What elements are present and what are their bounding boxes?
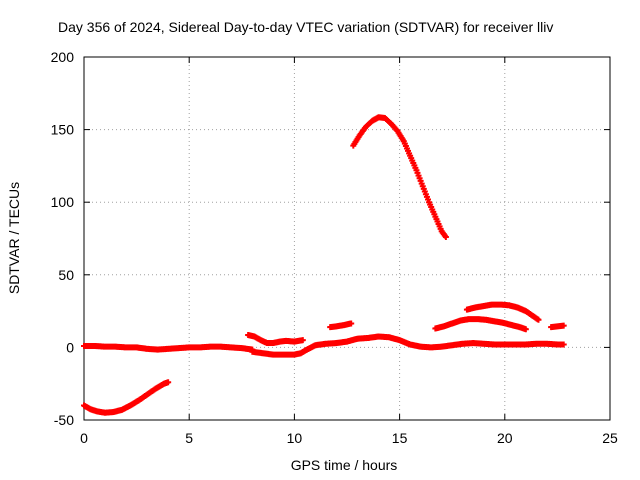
y-tick-label: 0	[66, 339, 74, 355]
data-point-markers	[249, 333, 567, 358]
y-tick-label: 200	[51, 49, 75, 65]
series-seg-tail-22	[548, 322, 567, 331]
x-tick-label: 15	[392, 430, 408, 446]
data-point-markers	[327, 320, 355, 331]
y-tick-label: 150	[51, 122, 75, 138]
series-seg-bump-12	[327, 320, 355, 331]
series-seg-neg-dip	[81, 379, 172, 416]
tick-labels: 0 5 10 15 20 25 -50 0 50 100 150 200	[51, 49, 618, 446]
x-tick-label: 10	[287, 430, 303, 446]
grid-lines	[84, 57, 610, 420]
data-point-markers	[548, 322, 567, 331]
chart-title: Day 356 of 2024, Sidereal Day-to-day VTE…	[58, 19, 553, 35]
plot-frame	[83, 56, 611, 421]
x-tick-label: 25	[602, 430, 618, 446]
x-axis-label: GPS time / hours	[291, 457, 398, 473]
data-point-markers	[432, 316, 529, 333]
series-seg-arch-20	[463, 301, 542, 323]
data-series	[81, 114, 567, 416]
data-point-markers	[81, 342, 256, 353]
y-tick-label: 100	[51, 194, 75, 210]
y-axis-label: SDTVAR / TECUs	[6, 182, 22, 294]
data-point-markers	[81, 379, 172, 416]
series-seg-low-dip	[249, 333, 567, 358]
x-tick-label: 20	[497, 430, 513, 446]
x-tick-label: 5	[185, 430, 193, 446]
x-tick-label: 0	[80, 430, 88, 446]
y-tick-label: -50	[54, 412, 74, 428]
data-point-markers	[350, 114, 449, 241]
y-tick-label: 50	[58, 267, 74, 283]
series-seg-arch-19	[432, 316, 529, 333]
series-seg-baseline-a	[81, 342, 256, 353]
series-seg-bump-8	[245, 332, 306, 347]
series-seg-peak-14	[350, 114, 449, 241]
data-point-markers	[245, 332, 306, 347]
data-point-markers	[463, 301, 542, 323]
axis-ticks	[83, 56, 611, 421]
